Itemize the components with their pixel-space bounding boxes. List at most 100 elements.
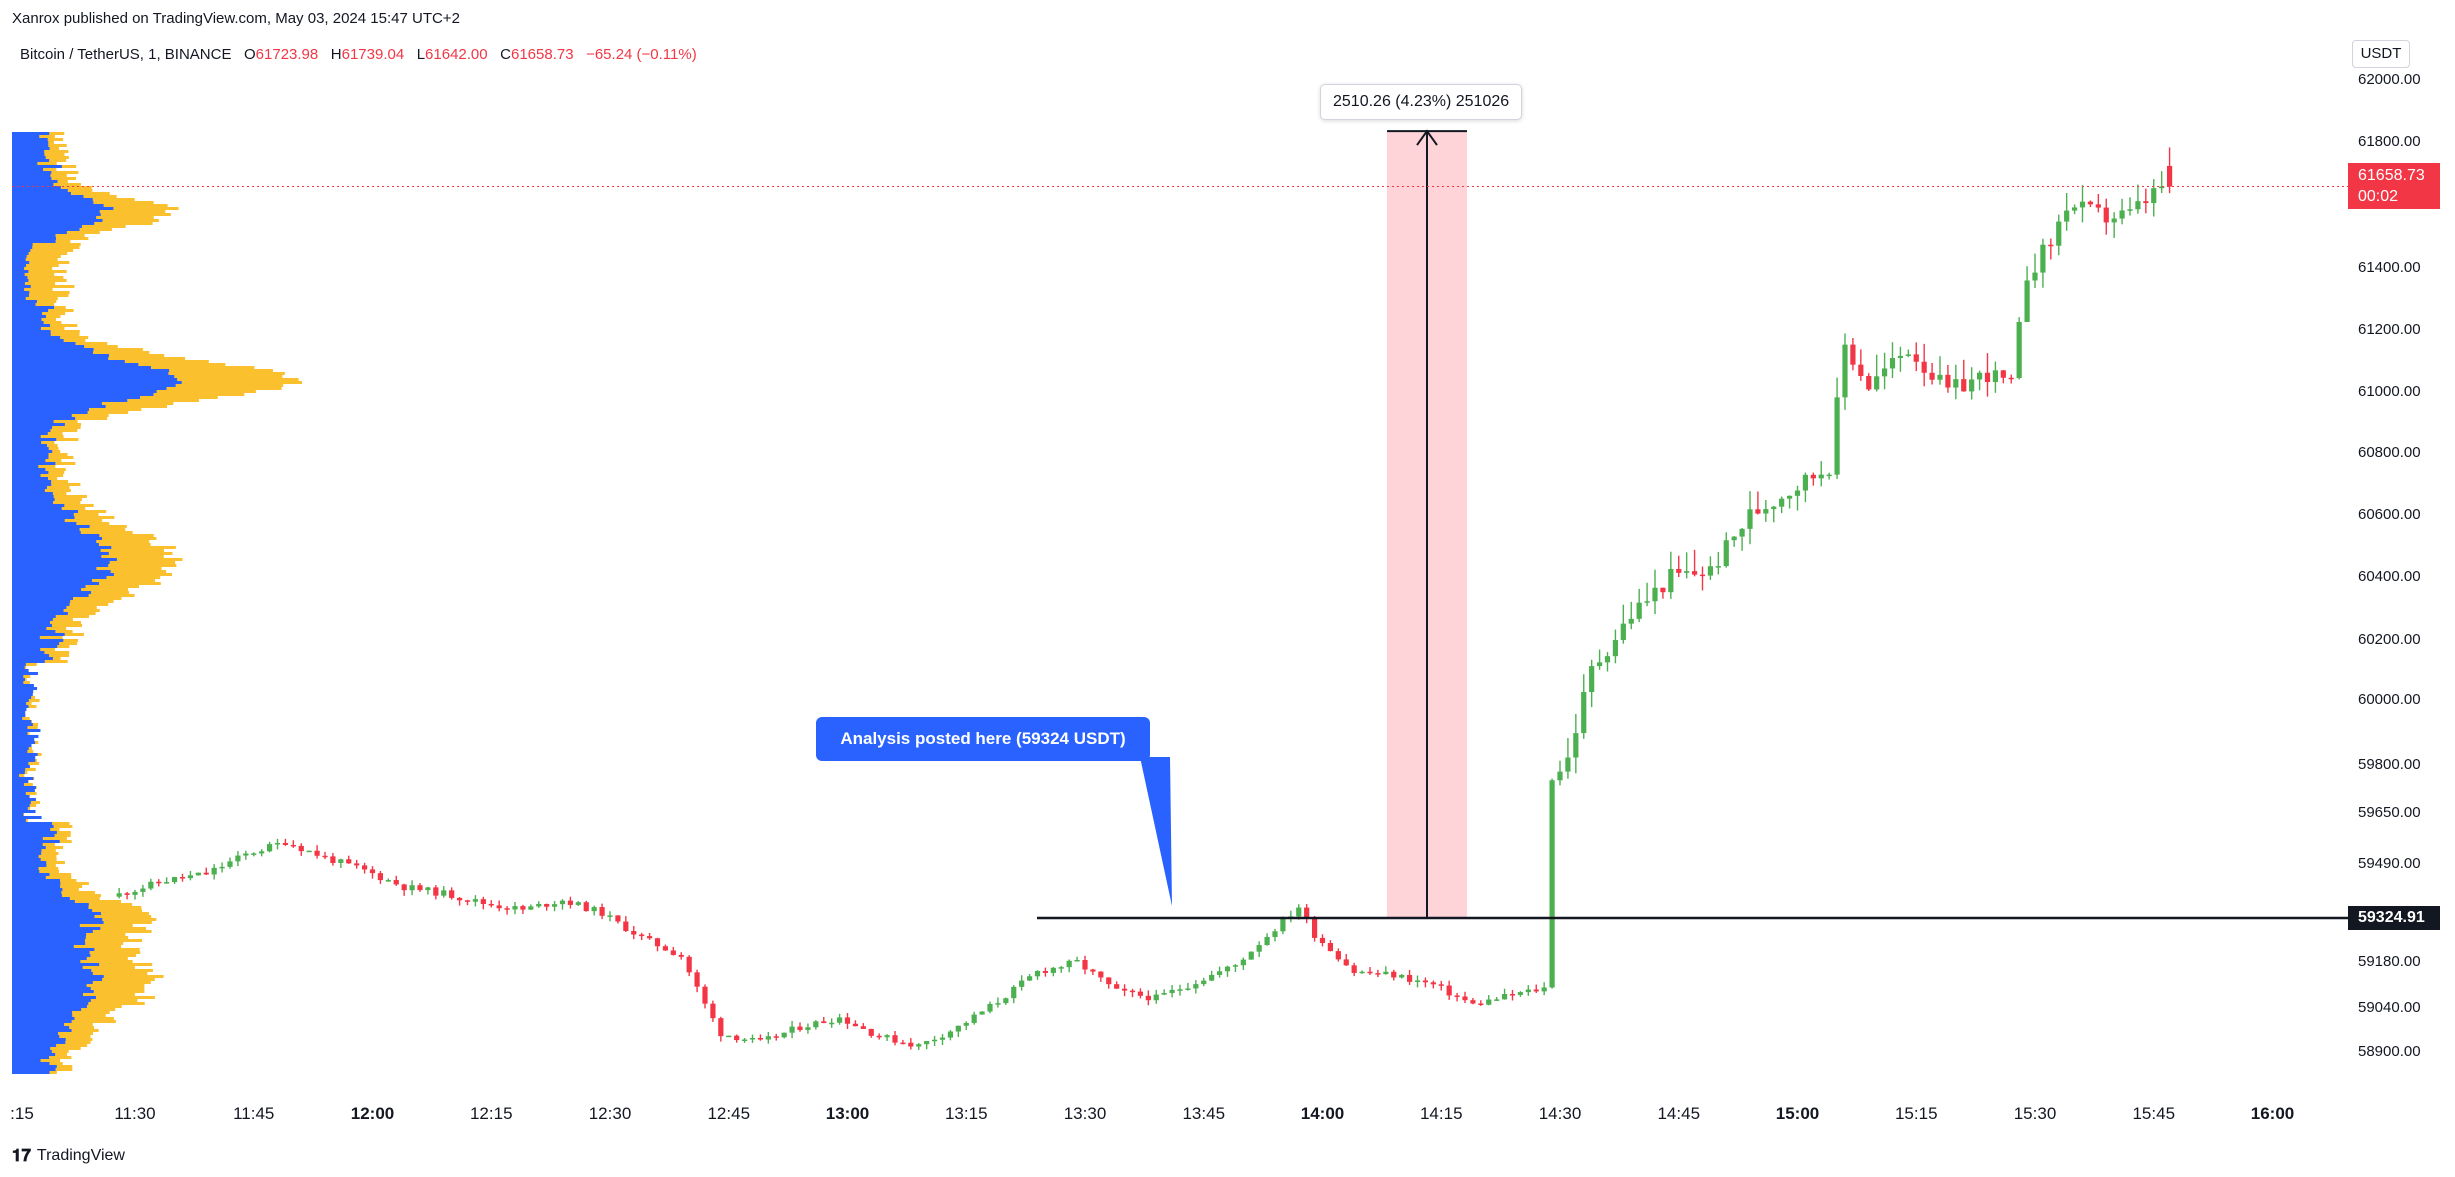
candle-body	[1834, 397, 1840, 475]
time-tick-label: 15:30	[2013, 1104, 2057, 1123]
profile-bar-blue	[12, 1065, 57, 1068]
profile-bar-blue	[12, 840, 60, 843]
profile-bar-blue	[12, 462, 56, 465]
profile-bar-blue	[12, 849, 42, 852]
profile-bar-blue	[12, 384, 176, 387]
candle-body	[1216, 971, 1223, 975]
profile-bar-blue	[12, 924, 80, 927]
measure-arrow-head-icon	[1416, 129, 1438, 146]
candle-body	[2135, 201, 2141, 210]
profile-bar-blue	[12, 999, 91, 1002]
profile-bar-blue	[12, 690, 34, 693]
candle-body	[1359, 971, 1365, 974]
candle-body	[1414, 980, 1421, 982]
profile-bar-blue	[12, 738, 35, 741]
candle-body	[1114, 984, 1120, 989]
time-tick-label: 15:15	[1894, 1104, 1938, 1123]
profile-bar-yellow	[12, 273, 55, 276]
profile-bar-blue	[12, 471, 49, 474]
candle-body	[1090, 969, 1096, 972]
profile-bar-blue	[12, 1071, 50, 1074]
profile-bar-blue	[12, 624, 53, 627]
profile-bar-blue	[12, 279, 29, 282]
profile-bar-blue	[12, 933, 87, 936]
profile-bar-blue	[12, 819, 26, 822]
candle-body	[1636, 602, 1642, 619]
profile-bar-blue	[12, 837, 43, 840]
candle-body	[441, 890, 447, 896]
candle-body	[765, 1036, 771, 1040]
candle-body	[1589, 666, 1595, 693]
time-tick-label: 15:45	[2132, 1104, 2176, 1123]
profile-bar-yellow	[12, 246, 80, 249]
profile-bar-yellow	[12, 291, 70, 294]
candle-body	[1652, 587, 1658, 602]
profile-bar-blue	[12, 843, 43, 846]
candle-body	[520, 906, 526, 910]
profile-bar-blue	[12, 486, 47, 489]
profile-bar-blue	[12, 315, 46, 318]
profile-bar-blue	[12, 993, 83, 996]
candle-body	[749, 1037, 756, 1040]
profile-bar-blue	[12, 435, 41, 438]
profile-bar-blue	[12, 210, 100, 213]
candle-body	[1620, 623, 1626, 641]
candle-body	[2143, 201, 2149, 204]
profile-bar-blue	[12, 1032, 59, 1035]
profile-bar-blue	[12, 477, 48, 480]
change-value: −65.24 (−0.11%)	[586, 46, 697, 63]
profile-bar-blue	[12, 804, 30, 807]
candle-body	[179, 877, 186, 879]
candle-body	[1961, 379, 1967, 392]
profile-bar-blue	[12, 420, 54, 423]
profile-bar-blue	[12, 444, 47, 447]
overlay-layer	[12, 186, 2348, 920]
candle-body	[615, 915, 621, 922]
profile-bar-blue	[12, 876, 46, 879]
profile-bar-blue	[12, 768, 26, 771]
candle-body	[987, 1004, 993, 1012]
price-tick-label: 60400.00	[2358, 568, 2421, 585]
candle-body	[1818, 474, 1824, 479]
currency-selector[interactable]: USDT	[2352, 40, 2410, 68]
candle-body	[195, 872, 201, 876]
time-tick-label: 14:30	[1538, 1104, 1582, 1123]
profile-bar-blue	[12, 264, 27, 267]
profile-bar-blue	[12, 393, 154, 396]
profile-bar-blue	[12, 465, 39, 468]
profile-bar-blue	[12, 534, 100, 537]
profile-bar-blue	[12, 252, 29, 255]
candle-body	[2032, 272, 2038, 281]
profile-bar-yellow	[12, 255, 61, 258]
candle-body	[1367, 971, 1373, 974]
profile-bar-blue	[12, 321, 44, 324]
profile-bar-blue	[12, 489, 45, 492]
profile-bar-blue	[12, 603, 70, 606]
footer-brand[interactable]: 𝟏𝟕 TradingView	[12, 1146, 125, 1166]
candle-body	[741, 1039, 748, 1042]
analysis-callout[interactable]: Analysis posted here (59324 USDT)	[816, 717, 1150, 761]
candle-body	[1668, 568, 1674, 593]
candle-body	[1557, 771, 1563, 781]
profile-bar-blue	[12, 648, 41, 651]
profile-bar-blue	[12, 558, 117, 561]
candle-body	[1019, 980, 1025, 987]
candle-body	[1026, 976, 1033, 981]
candle-body	[2040, 244, 2046, 273]
candle-body	[1454, 995, 1460, 997]
profile-bar-blue	[12, 249, 31, 252]
profile-bar-blue	[12, 354, 109, 357]
profile-bar-blue	[12, 915, 95, 918]
profile-bar-blue	[12, 885, 61, 888]
profile-bar-blue	[12, 447, 49, 450]
profile-bar-blue	[12, 219, 103, 222]
profile-bar-blue	[12, 573, 114, 576]
candle-body	[2008, 377, 2014, 380]
profile-bar-blue	[12, 858, 41, 861]
profile-bar-blue	[12, 645, 58, 648]
profile-bar-blue	[12, 948, 95, 951]
profile-bar-blue	[12, 408, 89, 411]
candle-body	[1399, 975, 1405, 978]
candle-body	[417, 885, 423, 891]
